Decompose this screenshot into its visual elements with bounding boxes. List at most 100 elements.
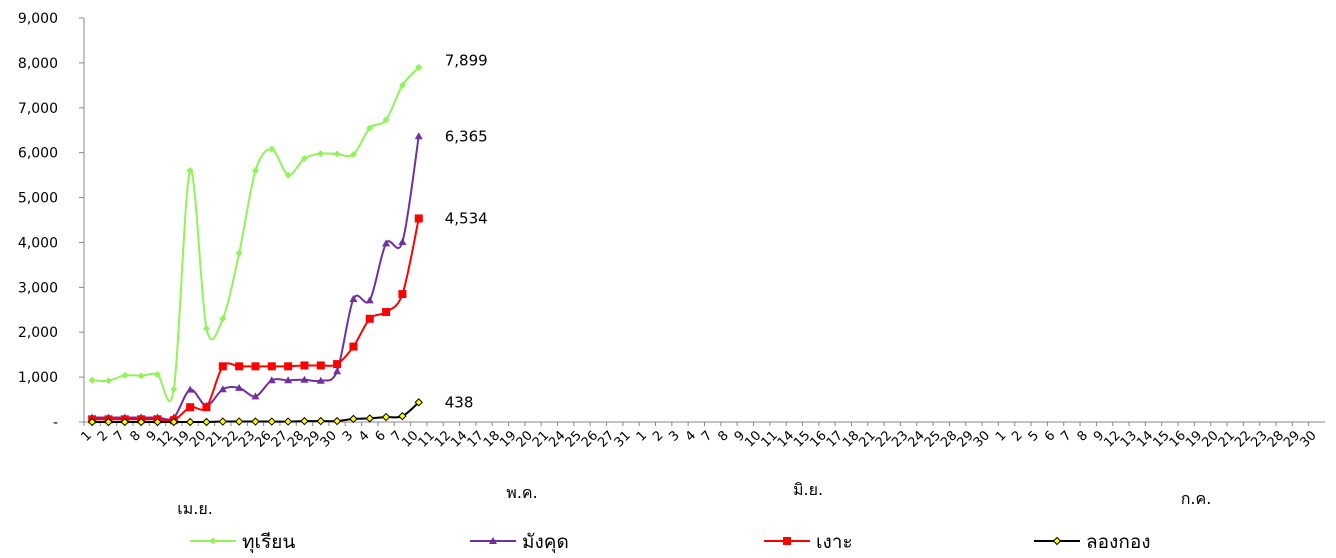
data-point xyxy=(414,214,423,223)
data-point xyxy=(218,362,227,371)
data-point xyxy=(121,371,129,379)
x-tick-label: 2 xyxy=(1009,428,1025,444)
data-point xyxy=(365,314,374,323)
data-point xyxy=(382,116,390,124)
y-tick-label: 6,000 xyxy=(18,146,58,162)
data-point xyxy=(381,412,391,422)
legend-label: มังคุด xyxy=(522,531,569,554)
y-tick-label: 1,000 xyxy=(18,370,58,386)
data-point xyxy=(398,411,407,421)
x-tick-label: 7 xyxy=(111,428,127,444)
data-point xyxy=(349,295,358,303)
data-point xyxy=(414,398,423,407)
data-point xyxy=(153,417,162,427)
data-point xyxy=(251,392,260,400)
x-tick-label: 30 xyxy=(971,428,993,450)
legend-label: ลองกอง xyxy=(1086,531,1151,553)
legend-label: เงาะ xyxy=(816,531,853,553)
y-tick-label: 2,000 xyxy=(18,325,58,341)
data-point xyxy=(382,308,391,317)
chart-data-labels: 7,899 6,365 4,534 438 xyxy=(445,51,488,411)
data-point xyxy=(219,315,227,323)
x-tick-label: 2 xyxy=(650,428,666,444)
month-label: มิ.ย. xyxy=(793,480,823,499)
data-point xyxy=(398,290,407,299)
data-point xyxy=(283,417,293,426)
data-label: 4,534 xyxy=(445,209,488,227)
data-point xyxy=(186,385,195,393)
data-point xyxy=(153,370,161,378)
data-point xyxy=(284,362,293,371)
data-point xyxy=(300,375,309,383)
x-tick-label: 6 xyxy=(1042,428,1058,444)
y-tick-label: 3,000 xyxy=(18,280,58,296)
data-point xyxy=(87,417,97,427)
legend-label: ทุเรียน xyxy=(242,531,295,554)
data-point xyxy=(235,362,244,371)
month-label: พ.ค. xyxy=(506,483,537,502)
data-point xyxy=(300,155,308,163)
x-tick-label: 1 xyxy=(634,428,650,444)
data-point xyxy=(104,417,113,427)
data-point xyxy=(104,377,112,385)
x-tick-label: 30 xyxy=(1297,428,1319,450)
data-point xyxy=(316,416,325,426)
x-tick-label: 5 xyxy=(1026,428,1042,444)
data-label: 7,899 xyxy=(445,51,488,69)
x-tick-label: 1 xyxy=(79,428,95,444)
data-point xyxy=(316,361,325,370)
legend-item: มังคุด xyxy=(470,531,569,554)
x-tick-label: 1 xyxy=(993,428,1009,444)
x-tick-label: 4 xyxy=(683,428,699,444)
data-point xyxy=(137,372,145,380)
y-tick-label: 7,000 xyxy=(18,101,58,117)
data-point xyxy=(300,416,309,426)
month-label: เม.ย. xyxy=(177,499,213,518)
chart-legend: ทุเรียน มังคุด เงาะ ลองกอง xyxy=(190,531,1151,554)
y-tick-label: 8,000 xyxy=(18,56,58,72)
data-point xyxy=(202,325,210,333)
data-point xyxy=(398,81,406,89)
data-point xyxy=(251,167,259,175)
data-point xyxy=(169,417,179,427)
x-tick-label: 7 xyxy=(1058,428,1074,444)
x-tick-label: 3 xyxy=(666,428,682,444)
x-tick-label: 8 xyxy=(715,428,731,444)
data-point xyxy=(251,362,260,371)
data-point xyxy=(1052,536,1062,546)
series-line xyxy=(92,66,420,402)
x-tick-label: 7 xyxy=(699,428,715,444)
data-point xyxy=(398,237,407,245)
y-tick-label: 4,000 xyxy=(18,235,58,251)
data-point xyxy=(267,376,276,384)
data-point xyxy=(209,537,217,545)
chart-axes: - 1,000 2,000 3,000 4,000 5,000 6,000 7,000 8,00… xyxy=(18,11,1325,518)
data-point xyxy=(783,537,791,545)
data-point xyxy=(267,362,276,371)
data-point xyxy=(333,360,342,369)
data-point xyxy=(185,417,195,427)
data-point xyxy=(415,63,423,71)
data-point xyxy=(136,417,146,427)
data-point xyxy=(414,132,423,140)
data-point xyxy=(489,537,497,544)
data-point xyxy=(349,150,357,158)
data-point xyxy=(186,403,195,412)
data-point xyxy=(186,167,194,175)
x-tick-label: 6 xyxy=(372,428,388,444)
data-point xyxy=(202,417,211,427)
y-tick-label: - xyxy=(53,415,58,431)
data-point xyxy=(349,414,358,424)
x-tick-label: 31 xyxy=(612,428,634,450)
series-2 xyxy=(88,132,423,421)
data-point xyxy=(365,296,374,304)
x-tick-label: 4 xyxy=(356,428,372,444)
data-point xyxy=(251,417,260,426)
data-point xyxy=(382,239,391,247)
x-tick-label: 8 xyxy=(128,428,144,444)
data-point xyxy=(333,150,341,158)
x-tick-label: 2 xyxy=(95,428,111,444)
legend-item: ทุเรียน xyxy=(190,531,295,554)
y-tick-label: 5,000 xyxy=(18,191,58,207)
